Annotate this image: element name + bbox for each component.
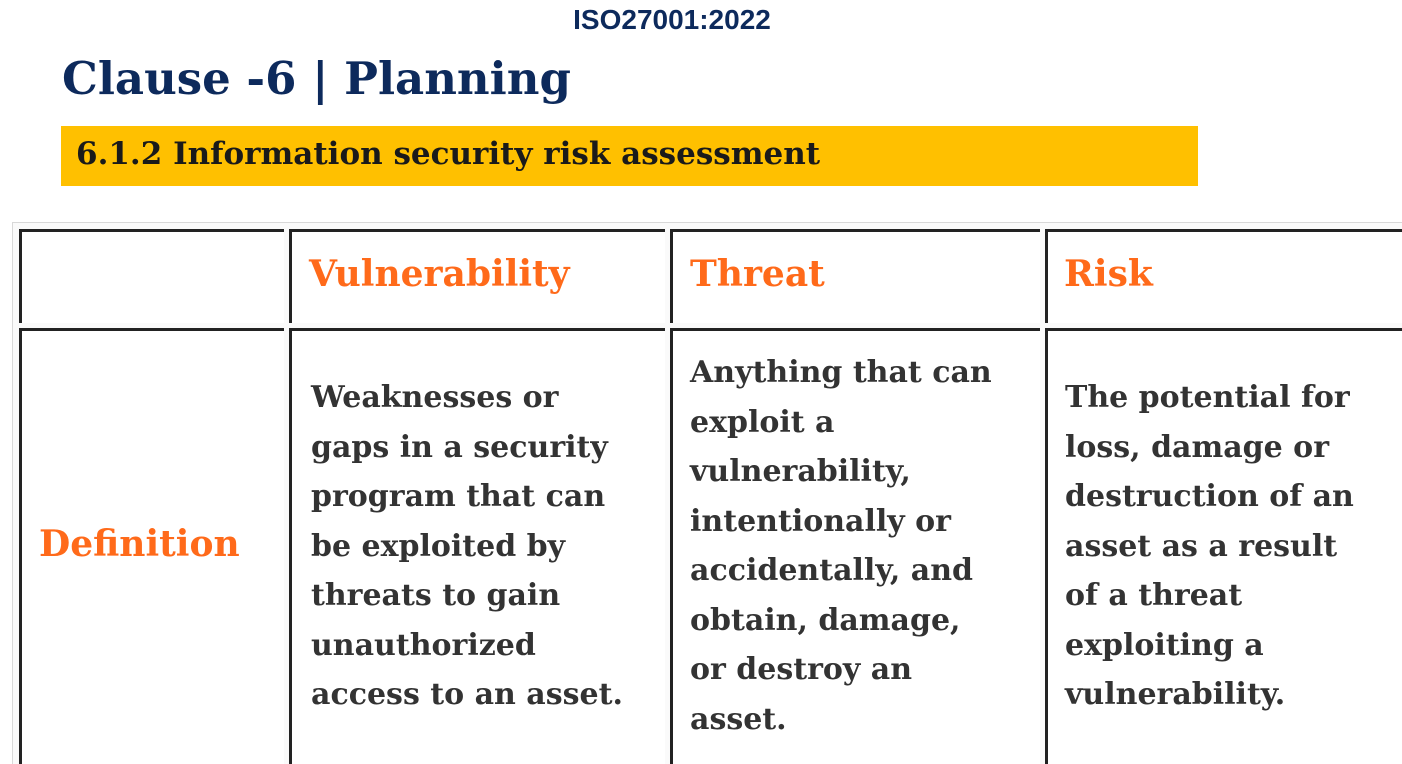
risk-line-6: exploiting a: [1065, 627, 1264, 663]
vulnerability-line-4: be exploited by: [311, 528, 566, 564]
vulnerability-line-1: Weaknesses or: [311, 380, 559, 415]
section-title: 6.1.2 Information security risk assessme…: [76, 136, 821, 172]
risk-line-7: vulnerability.: [1065, 677, 1286, 712]
vulnerability-line-2: gaps in a security: [311, 429, 608, 465]
threat-definition-text: Anything that can exploit a vulnerabilit…: [690, 348, 992, 744]
threat-line-8: asset.: [690, 701, 787, 737]
threat-line-3: vulnerability,: [690, 454, 911, 489]
column-label-vulnerability: Vulnerability: [309, 253, 570, 295]
column-label-risk: Risk: [1064, 253, 1153, 295]
risk-line-4: asset as a result: [1065, 528, 1338, 564]
risk-definition-cell: [1045, 328, 1402, 764]
threat-line-4: intentionally or: [690, 503, 951, 539]
vulnerability-line-7: access to an asset.: [311, 677, 623, 712]
column-header-threat: [670, 229, 1040, 323]
row-header-definition: [19, 328, 284, 764]
section-bar: [61, 126, 1198, 186]
threat-definition-cell: [670, 328, 1040, 764]
threat-line-7: or destroy an: [690, 652, 913, 687]
vulnerability-line-3: program that can: [311, 479, 606, 514]
risk-line-1: The potential for: [1065, 380, 1350, 415]
risk-line-3: destruction of an: [1065, 479, 1354, 514]
risk-line-5: of a threat: [1065, 578, 1243, 613]
threat-line-2: exploit a: [690, 404, 835, 440]
threat-line-1: Anything that can: [690, 355, 992, 390]
clause-title: Clause -6 | Planning: [62, 52, 571, 105]
column-label-threat: Threat: [690, 253, 825, 295]
vulnerability-definition-text: Weaknesses or gaps in a security program…: [311, 373, 623, 720]
standard-label: ISO27001:2022: [573, 4, 771, 35]
threat-line-5: accidentally, and: [690, 553, 974, 588]
column-header-vulnerability: [289, 229, 665, 323]
vulnerability-line-6: unauthorized: [311, 627, 536, 663]
vulnerability-line-5: threats to gain: [311, 578, 561, 613]
risk-definition-text: The potential for loss, damage or destru…: [1065, 373, 1354, 720]
row-label-definition: Definition: [39, 523, 240, 565]
column-header-risk: [1045, 229, 1402, 323]
empty-header-cell: [19, 229, 284, 323]
threat-line-6: obtain, damage,: [690, 602, 961, 638]
vulnerability-definition-cell: [289, 328, 665, 764]
risk-line-2: loss, damage or: [1065, 429, 1329, 465]
